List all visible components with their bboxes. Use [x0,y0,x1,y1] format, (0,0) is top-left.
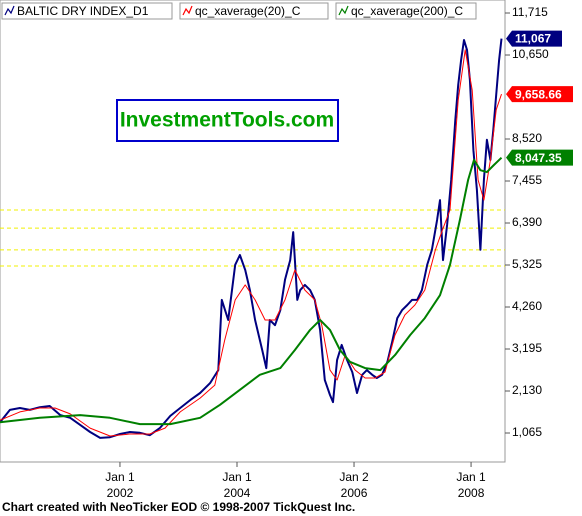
end-label: 8,047.35 [506,149,573,166]
legend-label: BALTIC DRY INDEX_D1 [17,4,149,18]
legend-label: qc_xaverage(200)_C [351,4,463,18]
y-tick-label: 2,130 [512,383,542,397]
y-tick-label: 11,715 [512,5,548,19]
y-tick-label: 7,455 [512,173,542,187]
footer: Chart created with NeoTicker EOD © 1998-… [2,500,355,514]
x-tick-year: 2004 [224,486,251,500]
x-tick-label: Jan 2 [339,470,369,484]
watermark-box [116,99,339,142]
x-tick-label: Jan 1 [105,470,135,484]
y-tick-label: 1,065 [512,425,542,439]
legend-swatch [182,5,193,16]
y-tick-label: 8,520 [512,131,542,145]
end-label-box [506,86,573,103]
y-tick-label: 6,390 [512,215,542,229]
x-tick-year: 2008 [458,486,485,500]
legend-swatch [338,5,349,16]
x-tick-label: Jan 1 [222,470,252,484]
watermark: InvestmentTools.com [120,109,334,132]
x-tick-year: 2002 [107,486,134,500]
end-label-text: 11,067 [515,32,551,46]
end-label: 11,067 [506,30,562,47]
plot-frame [0,0,506,463]
legend-box [1,2,173,20]
end-label: 9,658.66 [506,86,573,103]
legend-box [179,2,329,20]
series-line [0,156,503,426]
x-tick-label: Jan 1 [456,470,486,484]
legend-label: qc_xaverage(20)_C [195,4,301,18]
y-tick-label: 5,325 [512,257,542,271]
series-line [0,49,502,437]
y-tick-label: 4,260 [512,299,542,313]
end-label-text: 8,047.35 [515,151,562,165]
y-tick-label: 3,195 [512,341,542,355]
x-tick-year: 2006 [341,486,368,500]
end-label-box [506,149,573,166]
end-label-text: 9,658.66 [515,87,562,101]
y-tick-label: 10,650 [512,47,549,61]
legend-swatch [4,5,15,16]
legend-box [335,2,477,20]
end-label-box [506,30,562,47]
